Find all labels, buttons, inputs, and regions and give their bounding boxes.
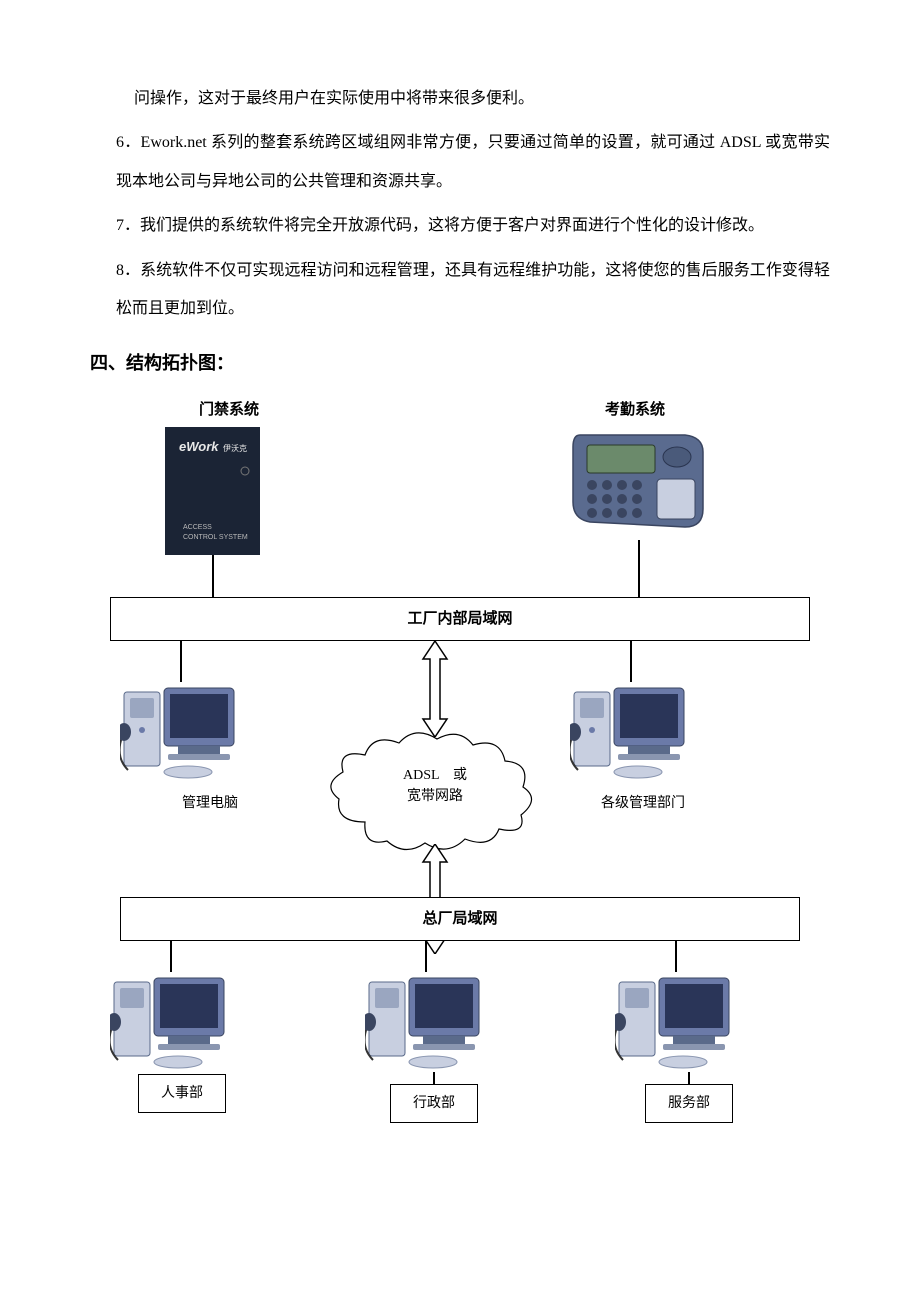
connector-line bbox=[638, 540, 640, 597]
svg-text:ACCESS: ACCESS bbox=[183, 524, 212, 531]
connector-line bbox=[630, 641, 632, 682]
connector-line bbox=[675, 941, 677, 972]
list-item-8: 8．系统软件不仅可实现远程访问和远程管理，还具有远程维护功能，这将使您的售后服务… bbox=[90, 252, 830, 329]
mgmt-pc-label: 管理电脑 bbox=[170, 787, 250, 821]
topology-diagram: 门禁系统 考勤系统 eWork 伊沃克 ACCESS CONTROL SYSTE… bbox=[90, 392, 830, 1172]
attendance-system-label: 考勤系统 bbox=[590, 392, 680, 428]
svg-text:CONTROL SYSTEM: CONTROL SYSTEM bbox=[183, 534, 248, 541]
factory-lan-box: 工厂内部局域网 bbox=[110, 597, 810, 641]
computer-icon bbox=[615, 972, 745, 1072]
dept-hr-box: 人事部 bbox=[138, 1074, 226, 1114]
attendance-device-icon bbox=[565, 427, 710, 542]
dept-mgmt-label: 各级管理部门 bbox=[588, 787, 698, 821]
paragraph-continuation: 问操作，这对于最终用户在实际使用中将带来很多便利。 bbox=[90, 80, 830, 118]
svg-text:eWork: eWork bbox=[179, 439, 219, 454]
computer-icon bbox=[365, 972, 495, 1072]
list-item-7: 7．我们提供的系统软件将完全开放源代码，这将方便于客户对界面进行个性化的设计修改… bbox=[90, 207, 830, 245]
connector-line bbox=[425, 941, 427, 972]
section-heading: 四、结构拓扑图： bbox=[90, 342, 830, 385]
access-system-label: 门禁系统 bbox=[184, 392, 274, 428]
connector-line bbox=[433, 1072, 435, 1084]
hq-lan-box: 总厂局域网 bbox=[120, 897, 800, 941]
connector-line bbox=[212, 555, 214, 597]
double-arrow-icon bbox=[415, 641, 455, 737]
connector-line bbox=[688, 1072, 690, 1084]
dept-service-box: 服务部 bbox=[645, 1084, 733, 1124]
cloud-label: ADSL 或宽带网路 bbox=[385, 765, 485, 807]
connector-line bbox=[180, 641, 182, 682]
computer-icon bbox=[110, 972, 240, 1072]
computer-icon bbox=[120, 682, 250, 782]
connector-line bbox=[170, 941, 172, 972]
access-controller-icon: eWork 伊沃克 ACCESS CONTROL SYSTEM bbox=[165, 427, 260, 555]
list-item-6: 6．Ework.net 系列的整套系统跨区域组网非常方便，只要通过简单的设置，就… bbox=[90, 124, 830, 201]
svg-text:伊沃克: 伊沃克 bbox=[223, 443, 247, 453]
dept-admin-box: 行政部 bbox=[390, 1084, 478, 1124]
computer-icon bbox=[570, 682, 700, 782]
